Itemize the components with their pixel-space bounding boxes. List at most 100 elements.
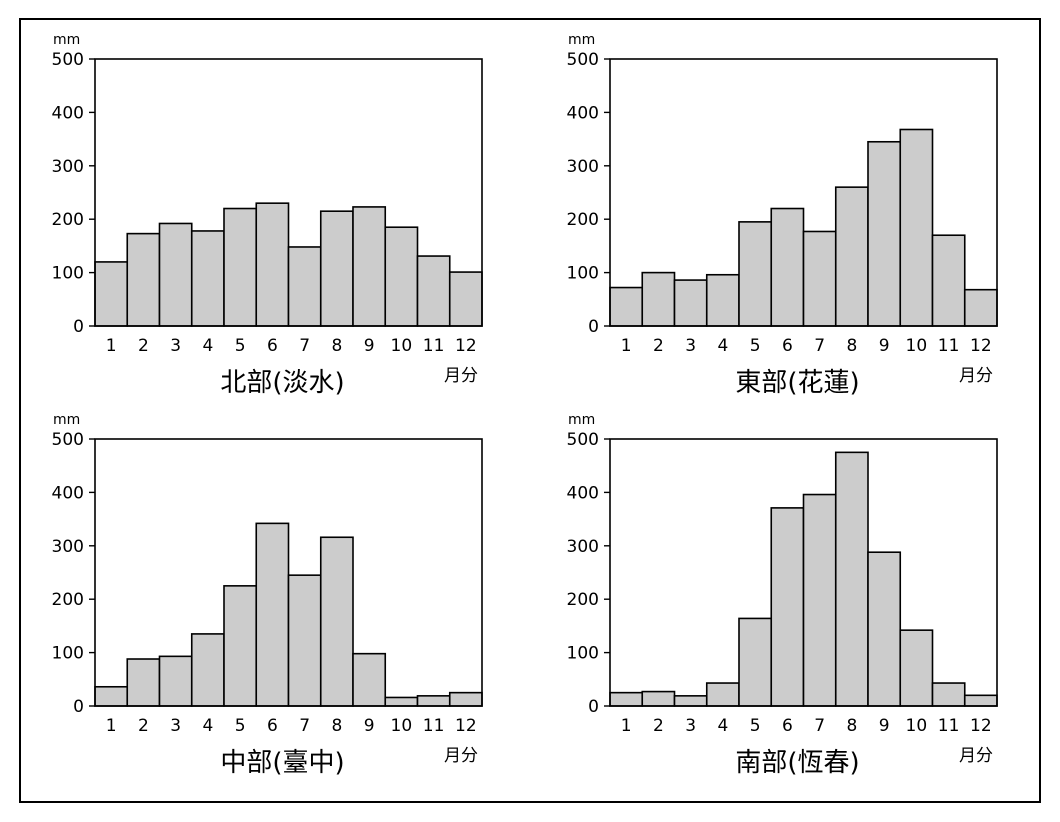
y-tick-label: 0 [588, 697, 599, 717]
bar-month-12 [963, 288, 998, 327]
x-tick-label: 11 [938, 336, 960, 356]
x-tick-label: 1 [106, 716, 117, 736]
y-tick-label: 100 [52, 264, 84, 284]
x-tick-label: 6 [782, 336, 793, 356]
bar-month-5 [223, 207, 258, 327]
bar-month-11 [416, 255, 451, 327]
plot-area-border [609, 58, 998, 327]
y-tick-label: 0 [588, 317, 599, 337]
y-tick-label: 100 [52, 644, 84, 664]
x-tick-label: 6 [782, 716, 793, 736]
x-unit-label: 月分 [444, 366, 478, 386]
x-tick-label: 4 [717, 716, 728, 736]
y-tick-label: 300 [52, 157, 84, 177]
y-tick-label: 100 [567, 264, 599, 284]
y-tick-label: 400 [567, 483, 599, 503]
chart-title: 中部(臺中) [220, 748, 344, 778]
x-tick-label: 4 [717, 336, 728, 356]
x-tick-label: 3 [685, 336, 696, 356]
bar-month-1 [94, 261, 129, 327]
x-tick-label: 1 [106, 336, 117, 356]
x-tick-label: 10 [906, 336, 928, 356]
x-tick-label: 1 [621, 336, 632, 356]
bar-month-7 [802, 493, 837, 707]
x-tick-label: 9 [879, 336, 890, 356]
y-tick-label: 400 [52, 103, 84, 123]
x-unit-label: 月分 [959, 366, 993, 386]
x-tick-label: 1 [621, 716, 632, 736]
bar-month-8 [319, 536, 354, 707]
bar-month-3 [673, 695, 708, 707]
x-tick-label: 8 [331, 716, 342, 736]
x-tick-label: 2 [653, 716, 664, 736]
bar-month-7 [287, 246, 322, 327]
x-tick-label: 3 [170, 336, 181, 356]
bar-month-6 [255, 522, 290, 707]
x-tick-label: 6 [267, 716, 278, 736]
bar-month-4 [705, 682, 740, 707]
y-tick-label: 500 [567, 50, 599, 70]
x-tick-label: 8 [846, 336, 857, 356]
bar-month-11 [931, 234, 966, 327]
x-unit-label: 月分 [444, 746, 478, 766]
bar-month-7 [287, 574, 322, 707]
bar-month-8 [834, 451, 869, 707]
bar-month-3 [158, 655, 193, 707]
bar-month-6 [770, 507, 805, 707]
y-unit-label: mm [568, 32, 595, 48]
x-unit-label: 月分 [959, 746, 993, 766]
bar-month-2 [126, 232, 161, 327]
bar-month-1 [609, 286, 644, 327]
x-tick-label: 4 [202, 716, 213, 736]
x-tick-label: 9 [879, 716, 890, 736]
y-tick-label: 100 [567, 644, 599, 664]
chart-title: 南部(恆春) [735, 748, 859, 778]
figure-frame [19, 18, 1041, 803]
x-tick-label: 11 [938, 716, 960, 736]
y-tick-label: 0 [73, 317, 84, 337]
y-tick-label: 300 [567, 157, 599, 177]
x-tick-label: 11 [423, 716, 445, 736]
y-tick-label: 200 [52, 590, 84, 610]
y-tick-label: 400 [567, 103, 599, 123]
x-tick-label: 4 [202, 336, 213, 356]
bar-month-10 [384, 226, 419, 327]
x-tick-label: 2 [138, 716, 149, 736]
y-tick-label: 300 [567, 537, 599, 557]
y-tick-label: 500 [567, 430, 599, 450]
bar-month-9 [867, 551, 902, 707]
bar-month-12 [448, 691, 483, 707]
x-tick-label: 5 [235, 336, 246, 356]
bar-month-3 [673, 279, 708, 327]
bar-month-4 [190, 230, 225, 327]
bar-month-10 [899, 629, 934, 707]
bar-month-10 [899, 128, 934, 327]
bar-month-4 [190, 633, 225, 707]
chart-title: 東部(花蓮) [735, 368, 859, 398]
bar-month-12 [448, 271, 483, 327]
y-tick-label: 500 [52, 430, 84, 450]
bar-month-6 [255, 202, 290, 327]
x-tick-label: 3 [685, 716, 696, 736]
x-tick-label: 5 [750, 336, 761, 356]
bar-month-2 [126, 658, 161, 707]
x-tick-label: 8 [846, 716, 857, 736]
bar-month-12 [963, 694, 998, 707]
bar-month-10 [384, 696, 419, 707]
x-tick-label: 7 [299, 716, 310, 736]
bar-month-9 [352, 652, 387, 707]
x-tick-label: 7 [299, 336, 310, 356]
y-tick-label: 0 [73, 697, 84, 717]
plot-area-border [94, 58, 483, 327]
bar-month-3 [158, 222, 193, 327]
y-tick-label: 300 [52, 537, 84, 557]
bar-month-9 [352, 206, 387, 327]
bar-month-5 [223, 585, 258, 707]
y-tick-label: 400 [52, 483, 84, 503]
bar-month-8 [319, 210, 354, 327]
y-tick-label: 200 [52, 210, 84, 230]
x-tick-label: 10 [906, 716, 928, 736]
